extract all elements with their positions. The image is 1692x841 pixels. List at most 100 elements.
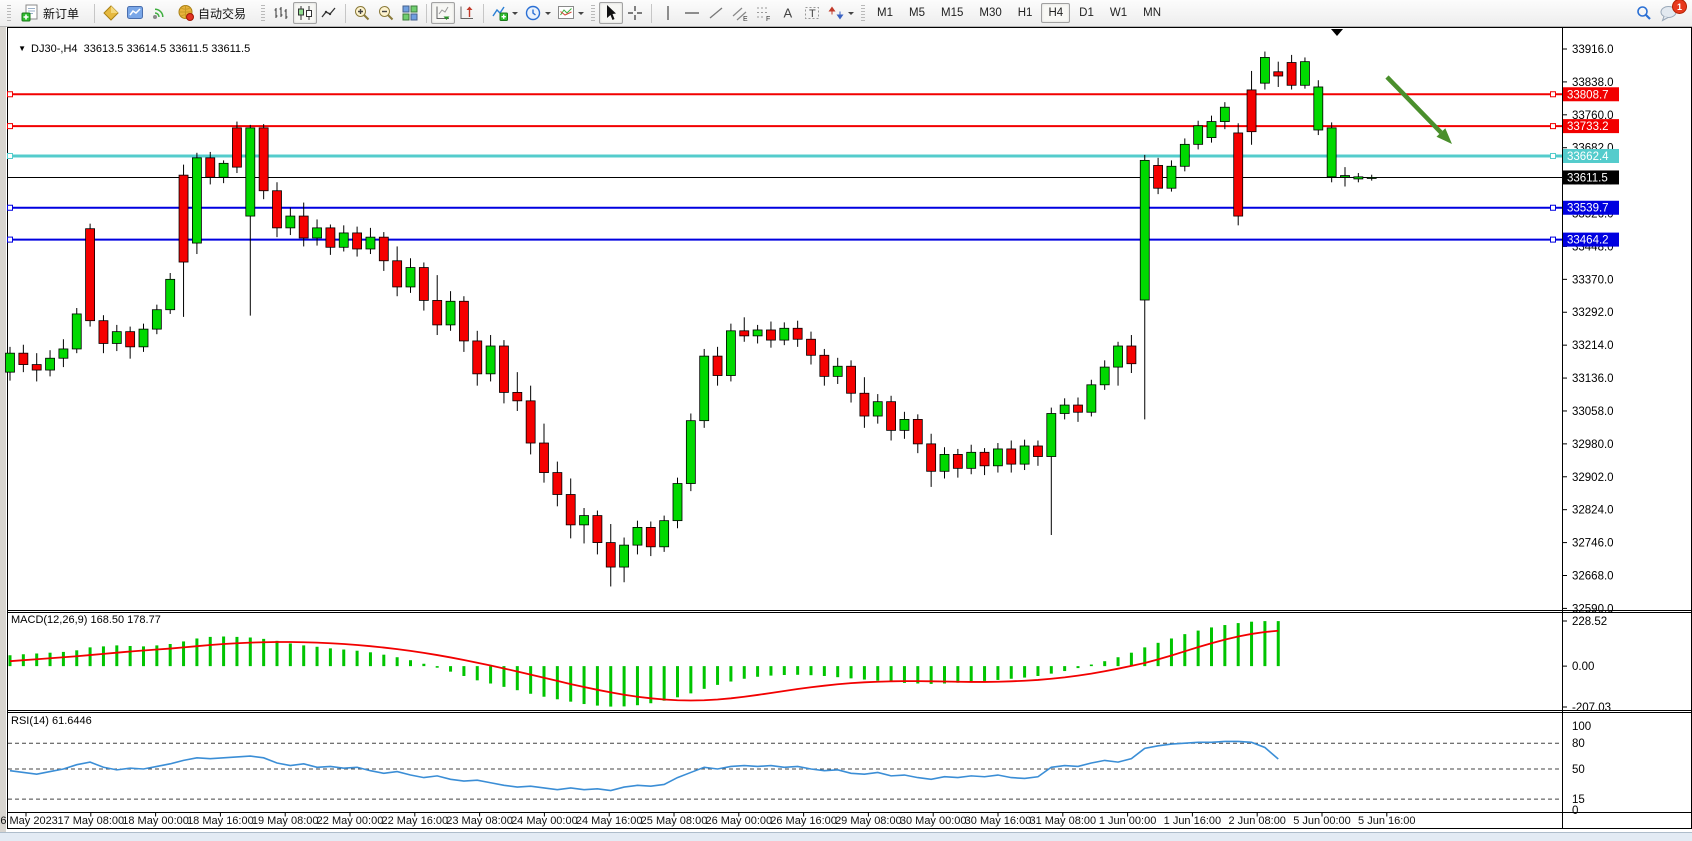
autotrading-icon bbox=[177, 4, 195, 22]
vertical-line-button[interactable] bbox=[656, 2, 680, 24]
timeframe-m5-button[interactable]: M5 bbox=[909, 7, 925, 19]
equidistant-channel-button[interactable]: E bbox=[728, 2, 752, 24]
bar-chart-button[interactable] bbox=[269, 2, 293, 24]
svg-text:33539.7: 33539.7 bbox=[1567, 203, 1609, 215]
separator bbox=[94, 3, 96, 23]
svg-text:32668.0: 32668.0 bbox=[1572, 570, 1614, 582]
chart-frame bbox=[7, 27, 1692, 829]
chart-shift-marker[interactable] bbox=[1331, 29, 1343, 36]
svg-text:24 May 00:00: 24 May 00:00 bbox=[511, 815, 578, 827]
timeframe-d1-button[interactable]: D1 bbox=[1079, 7, 1094, 19]
crosshair-button[interactable] bbox=[623, 2, 647, 24]
svg-text:5 Jun 00:00: 5 Jun 00:00 bbox=[1293, 815, 1351, 827]
candles bbox=[5, 51, 1377, 587]
separator bbox=[651, 3, 653, 23]
chevron-down-icon bbox=[512, 12, 519, 18]
horizontal-line-button[interactable] bbox=[680, 2, 704, 24]
toolbar-grip[interactable] bbox=[261, 5, 266, 21]
svg-text:25 May 08:00: 25 May 08:00 bbox=[641, 815, 708, 827]
templates-dropdown[interactable] bbox=[554, 2, 587, 24]
svg-text:0: 0 bbox=[1572, 805, 1578, 817]
chevron-down-icon bbox=[545, 12, 552, 18]
chart-shift-button[interactable] bbox=[455, 2, 479, 24]
price-tags: 33808.7 33733.2 33662.4 33539.7 33464.2 33611… bbox=[1563, 87, 1619, 247]
tile-windows-icon bbox=[401, 4, 419, 22]
svg-text:33760.0: 33760.0 bbox=[1572, 110, 1614, 122]
text-icon: A bbox=[779, 4, 797, 22]
cursor-button[interactable] bbox=[599, 2, 624, 24]
status-strip bbox=[0, 832, 1692, 841]
chart-menu-dropdown-icon[interactable]: ▼ bbox=[18, 44, 27, 53]
svg-text:30 May 00:00: 30 May 00:00 bbox=[900, 815, 967, 827]
chat-button[interactable]: 1 bbox=[1656, 0, 1687, 24]
charts-window-button[interactable] bbox=[123, 2, 147, 24]
svg-text:22 May 00:00: 22 May 00:00 bbox=[317, 815, 384, 827]
toolbar-grip[interactable] bbox=[861, 5, 866, 21]
new-order-button[interactable]: 新订单 bbox=[15, 2, 90, 24]
tile-windows-button[interactable] bbox=[398, 2, 422, 24]
svg-text:32824.0: 32824.0 bbox=[1572, 505, 1614, 517]
timeframe-m15-button[interactable]: M15 bbox=[941, 7, 964, 19]
market-watch-button[interactable] bbox=[99, 2, 123, 24]
chart-symbol-period: DJ30-,H4 bbox=[31, 43, 78, 55]
trendline-button[interactable] bbox=[704, 2, 728, 24]
indicators-icon bbox=[491, 4, 509, 22]
chart-ohlc-quotes: 33613.5 33614.5 33611.5 33611.5 bbox=[83, 43, 251, 55]
fibonacci-button[interactable]: F bbox=[752, 2, 776, 24]
search-button[interactable] bbox=[1632, 2, 1656, 24]
timeframe-m30-button[interactable]: M30 bbox=[979, 7, 1002, 19]
chevron-down-icon bbox=[578, 12, 585, 18]
text-label-button[interactable]: T bbox=[800, 2, 824, 24]
svg-text:15: 15 bbox=[1572, 794, 1585, 806]
indicators-dropdown[interactable] bbox=[488, 2, 521, 24]
svg-text:22 May 16:00: 22 May 16:00 bbox=[381, 815, 448, 827]
candlestick-chart-button[interactable] bbox=[293, 2, 318, 24]
svg-text:18 May 00:00: 18 May 00:00 bbox=[122, 815, 189, 827]
svg-text:33662.4: 33662.4 bbox=[1567, 151, 1609, 163]
svg-text:80: 80 bbox=[1572, 738, 1585, 750]
svg-text:26 May 00:00: 26 May 00:00 bbox=[705, 815, 772, 827]
arrow-annotation[interactable] bbox=[1385, 75, 1452, 144]
toolbar: 新订单 自动交易 E F A T M1 M5 M15 M30 H1 H4 D1 … bbox=[0, 0, 1692, 27]
separator bbox=[426, 3, 428, 23]
periods-dropdown[interactable] bbox=[521, 2, 554, 24]
separator bbox=[345, 3, 347, 23]
svg-text:24 May 16:00: 24 May 16:00 bbox=[576, 815, 643, 827]
text-button[interactable]: A bbox=[776, 2, 800, 24]
svg-text:A: A bbox=[784, 6, 793, 21]
bar-chart-icon bbox=[272, 4, 290, 22]
svg-text:E: E bbox=[743, 16, 748, 22]
arrows-dropdown[interactable] bbox=[824, 2, 857, 24]
timeframe-m1-button[interactable]: M1 bbox=[877, 7, 894, 19]
zoom-in-button[interactable] bbox=[350, 2, 374, 24]
fibonacci-icon: F bbox=[755, 4, 773, 22]
template-icon bbox=[557, 4, 575, 22]
svg-text:0.00: 0.00 bbox=[1572, 661, 1594, 673]
autotrading-label: 自动交易 bbox=[198, 6, 247, 21]
svg-text:33058.0: 33058.0 bbox=[1572, 406, 1614, 418]
svg-text:26 May 16:00: 26 May 16:00 bbox=[770, 815, 837, 827]
svg-text:33214.0: 33214.0 bbox=[1572, 340, 1614, 352]
svg-text:100: 100 bbox=[1572, 721, 1591, 733]
toolbar-grip[interactable] bbox=[7, 5, 11, 21]
timeframe-w1-button[interactable]: W1 bbox=[1109, 7, 1128, 19]
timeframe-h1-button[interactable]: H1 bbox=[1017, 7, 1033, 19]
svg-text:33464.2: 33464.2 bbox=[1567, 235, 1609, 247]
timeframe-mn-button[interactable]: MN bbox=[1143, 7, 1161, 19]
macd-indicator-label: MACD(12,26,9) 168.50 178.77 bbox=[11, 614, 161, 626]
vertical-line-icon bbox=[659, 4, 677, 22]
svg-text:32590.0: 32590.0 bbox=[1572, 603, 1614, 615]
zoom-out-button[interactable] bbox=[374, 2, 398, 24]
svg-text:17 May 08:00: 17 May 08:00 bbox=[57, 815, 124, 827]
line-chart-button[interactable] bbox=[317, 2, 341, 24]
zoom-out-icon bbox=[377, 4, 395, 22]
signals-button[interactable] bbox=[147, 2, 171, 24]
svg-text:33611.5: 33611.5 bbox=[1567, 172, 1608, 184]
svg-text:T: T bbox=[809, 8, 816, 20]
autotrading-button[interactable]: 自动交易 bbox=[171, 2, 257, 24]
timeframe-h4-button[interactable]: H4 bbox=[1041, 3, 1071, 23]
autoscroll-button[interactable] bbox=[431, 2, 456, 24]
toolbar-grip[interactable] bbox=[591, 5, 596, 21]
